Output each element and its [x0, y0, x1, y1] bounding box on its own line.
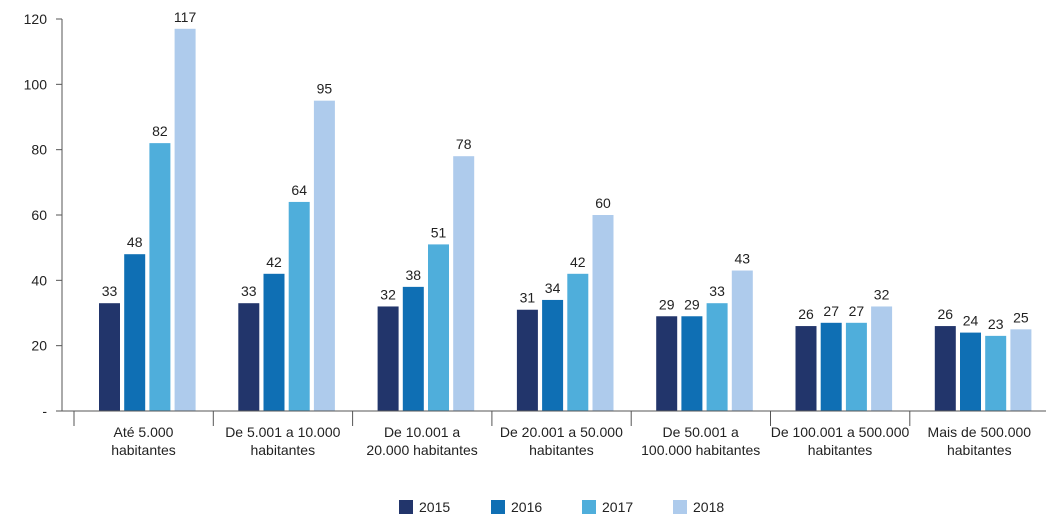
x-category-label-line: Até 5.000	[114, 424, 174, 440]
bar-2015-4	[656, 316, 678, 411]
legend-label-2017: 2017	[602, 499, 633, 515]
bar-2018-6	[1010, 329, 1032, 411]
x-category-label: De 5.001 a 10.000 habitantes	[225, 424, 340, 458]
x-category-label-line: 20.000 habitantes	[366, 442, 477, 458]
x-category-label: De 20.001 a 50.000 habitantes	[500, 424, 623, 458]
y-tick-label: 80	[31, 142, 47, 158]
bar-2017-0	[149, 143, 171, 411]
y-tick-label: 40	[31, 272, 47, 288]
data-label-2015-1: 33	[241, 283, 257, 299]
data-label-2016-0: 48	[127, 234, 143, 250]
data-label-2015-4: 29	[659, 296, 675, 312]
x-axis: Até 5.000 habitantes De 5.001 a 10.000 habi…	[62, 410, 1046, 458]
bar-2015-1	[238, 303, 260, 411]
legend-swatch-2016	[491, 500, 505, 514]
data-label-2018-5: 32	[874, 286, 890, 302]
bar-2016-6	[960, 332, 981, 411]
x-category-label-line: habitantes	[111, 442, 176, 458]
bar-2017-5	[845, 322, 867, 411]
x-category-label-line: habitantes	[808, 442, 873, 458]
bar-2017-6	[985, 335, 1007, 411]
bar-2018-0	[174, 28, 196, 412]
data-label-2017-0: 82	[152, 123, 168, 139]
data-label-2017-3: 42	[570, 254, 586, 270]
y-tick-label: -	[42, 403, 47, 419]
y-tick-label: 60	[31, 207, 47, 223]
bar-2015-6	[934, 326, 956, 411]
y-tick-label: 120	[24, 11, 48, 27]
data-label-2018-0: 117	[174, 9, 197, 25]
data-label-2016-4: 29	[684, 296, 700, 312]
data-label-2018-2: 78	[456, 136, 472, 152]
x-category-label-line: De 20.001 a 50.000	[500, 424, 623, 440]
x-category-label: Mais de 500.000 habitantes	[928, 424, 1032, 458]
x-category-label-line: habitantes	[529, 442, 594, 458]
legend-swatch-2017	[582, 500, 596, 514]
x-category-label-line: De 5.001 a 10.000	[225, 424, 340, 440]
bar-2016-4	[681, 316, 703, 411]
bar-2017-3	[567, 273, 589, 411]
data-label-2018-6: 25	[1013, 309, 1029, 325]
bar-2017-2	[428, 244, 449, 411]
legend-label-2016: 2016	[511, 499, 542, 515]
legend-label-2015: 2015	[419, 499, 450, 515]
data-label-2016-3: 34	[545, 280, 561, 296]
data-label-2016-1: 42	[266, 254, 282, 270]
data-label-2016-5: 27	[823, 303, 839, 319]
data-label-2017-5: 27	[849, 303, 865, 319]
bar-2016-2	[402, 286, 424, 411]
data-label-2017-6: 23	[988, 316, 1004, 332]
legend-swatch-2015	[399, 500, 413, 514]
bar-2016-3	[542, 299, 564, 411]
y-axis: - 20 40 60 80 100 120	[24, 11, 63, 419]
bar-2015-5	[795, 326, 817, 411]
x-category-label: De 10.001 a 20.000 habitantes	[366, 424, 477, 458]
data-label-2017-1: 64	[291, 182, 307, 198]
bar-2018-4	[731, 270, 753, 411]
x-category-label-line: habitantes	[250, 442, 315, 458]
x-category-label: De 50.001 a 100.000 habitantes	[641, 424, 760, 458]
data-label-2015-6: 26	[938, 306, 954, 322]
data-label-2015-5: 26	[798, 306, 814, 322]
bars	[99, 28, 1032, 412]
legend: 2015 2016 2017 2018	[399, 499, 724, 515]
bar-2018-1	[313, 100, 335, 412]
data-label-2015-2: 32	[380, 286, 396, 302]
x-category-label: Até 5.000 habitantes	[111, 424, 176, 458]
bar-2018-3	[592, 215, 614, 411]
legend-label-2018: 2018	[693, 499, 724, 515]
data-label-2015-3: 31	[520, 290, 536, 306]
bar-2016-5	[820, 322, 842, 411]
bar-2017-1	[288, 201, 310, 411]
data-label-2015-0: 33	[102, 283, 118, 299]
x-category-label-line: De 10.001 a	[384, 424, 460, 440]
data-label-2017-4: 33	[709, 283, 725, 299]
bar-2016-0	[124, 254, 146, 411]
x-category-label: De 100.001 a 500.000 habitantes	[771, 424, 910, 458]
data-label-2018-3: 60	[595, 195, 611, 211]
bar-2015-0	[99, 303, 120, 411]
data-label-2018-4: 43	[735, 251, 751, 267]
x-category-label-line: De 50.001 a	[663, 424, 739, 440]
bar-2015-2	[377, 306, 399, 411]
data-labels: 33 48 82 117 33 42 64 95 32 38 51 78 31 34 42 60 29 29 33 4…	[102, 9, 1029, 332]
data-label-2016-6: 24	[963, 313, 979, 329]
y-tick-label: 20	[31, 338, 47, 354]
data-label-2016-2: 38	[406, 267, 422, 283]
x-category-label-line: 100.000 habitantes	[641, 442, 760, 458]
data-label-2018-1: 95	[317, 81, 333, 97]
bar-2018-2	[453, 156, 475, 411]
data-label-2017-2: 51	[431, 224, 447, 240]
x-category-label-line: Mais de 500.000	[928, 424, 1032, 440]
x-category-label-line: habitantes	[947, 442, 1012, 458]
x-category-label-line: De 100.001 a 500.000	[771, 424, 910, 440]
legend-swatch-2018	[673, 500, 687, 514]
bar-2018-5	[871, 306, 893, 411]
bar-2015-3	[516, 309, 538, 411]
y-tick-label: 100	[24, 76, 48, 92]
bar-2017-4	[706, 303, 728, 411]
bar-2016-1	[263, 273, 285, 411]
